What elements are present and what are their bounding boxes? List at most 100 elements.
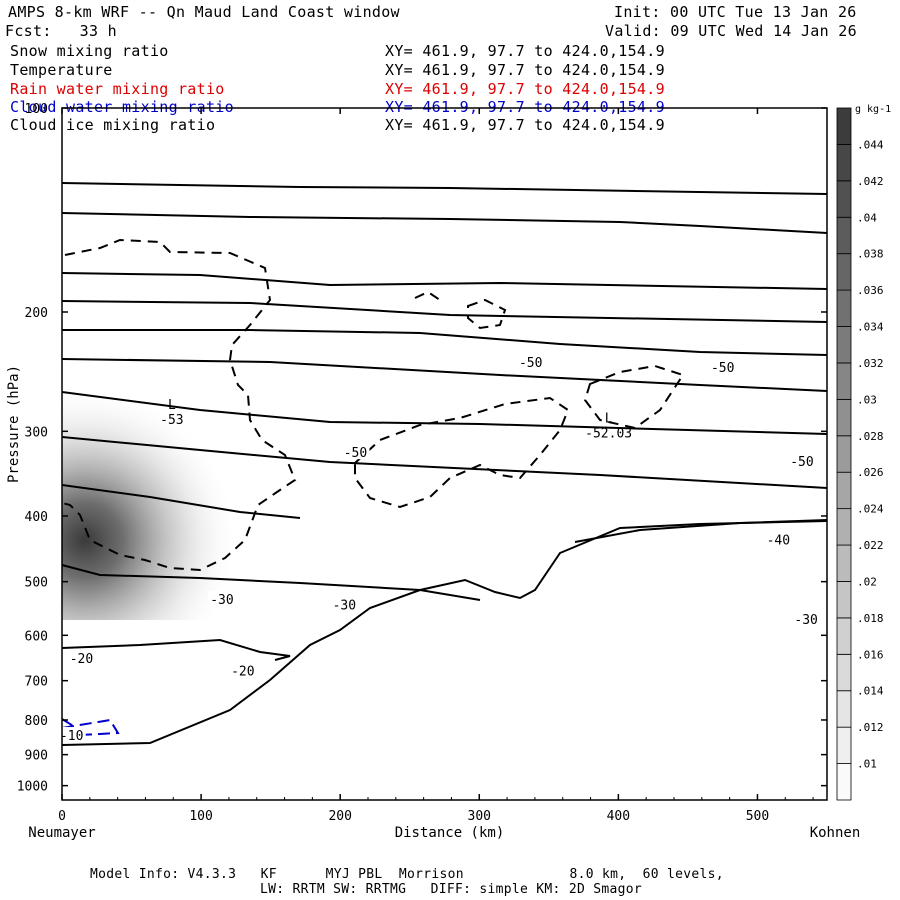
field-name: Temperature: [10, 61, 113, 79]
label-background: [67, 649, 96, 665]
cloud-water-contour: [61, 718, 120, 737]
colorbar-label: .028: [857, 430, 884, 443]
field-xy: XY= 461.9, 97.7 to 424.0,154.9: [385, 80, 665, 98]
label-background: [228, 662, 257, 678]
x-tick-label: 100: [189, 809, 212, 824]
colorbar-swatch: [836, 435, 852, 473]
isotherm-label: -50: [790, 455, 813, 470]
isotherm-label: -30: [210, 593, 233, 608]
y-tick-label: 300: [25, 425, 48, 440]
model-info-line-2: LW: RRTM SW: RRTMG DIFF: simple KM: 2D S…: [260, 882, 642, 897]
isotherm-label: -20: [231, 664, 254, 679]
label-background: [57, 727, 86, 743]
y-tick-label: 500: [25, 576, 48, 591]
label-background: [207, 590, 236, 606]
colorbar-swatch: [836, 653, 852, 692]
colorbar-label: .04: [857, 211, 877, 224]
chart-title: AMPS 8-km WRF -- Qn Maud Land Coast wind…: [8, 3, 400, 21]
colorbar-label: .014: [857, 685, 884, 698]
colorbar-label: .024: [857, 503, 884, 516]
y-tick-label: 700: [25, 675, 48, 690]
colorbar-swatch: [836, 471, 852, 510]
colorbar-label: .022: [857, 539, 884, 552]
colorbar-label: .034: [857, 321, 884, 334]
cloud-ice-contour: [583, 364, 685, 430]
isotherm: [61, 272, 828, 290]
isotherm: [61, 638, 291, 661]
colorbar-swatch: [836, 544, 852, 582]
colorbar-label: .02: [857, 575, 877, 588]
isotherm-label: -30: [794, 613, 817, 628]
colorbar-label: .03: [857, 393, 877, 406]
label-background: [792, 611, 821, 627]
colorbar-swatch: [836, 726, 852, 764]
init-time: Init: 00 UTC Tue 13 Jan 26: [614, 3, 857, 21]
field-xy: XY= 461.9, 97.7 to 424.0,154.9: [385, 42, 665, 60]
colorbar-swatch: [836, 508, 852, 546]
forecast-hour: Fcst: 33 h: [5, 22, 117, 40]
temperature-contours: [61, 182, 828, 746]
label-background: [787, 453, 816, 469]
colorbar-label: .038: [857, 248, 884, 261]
colorbar-swatch: [836, 617, 852, 655]
field-name: Rain water mixing ratio: [10, 80, 225, 98]
cloud-ice-contours: [61, 238, 685, 572]
label-background: [330, 596, 359, 612]
colorbar-swatch: [836, 362, 852, 400]
x-axis-label: Distance (km): [395, 825, 505, 841]
colorbar-swatch: [836, 216, 852, 255]
y-tick-label: 800: [25, 714, 48, 729]
isotherm: [61, 564, 481, 601]
colorbar-swatch: [836, 398, 852, 437]
field-name: Cloud ice mixing ratio: [10, 116, 216, 134]
isotherm-label: -50: [344, 446, 367, 461]
terrain: [61, 520, 828, 746]
isotherm-label: -10: [60, 729, 83, 744]
colorbar-swatch: [836, 690, 852, 728]
colorbar-swatch: [836, 180, 852, 218]
label-background: [708, 358, 737, 374]
right-endpoint-label: Kohnen: [810, 825, 861, 841]
isotherm-label: -50: [519, 356, 542, 371]
field-name: Snow mixing ratio: [10, 42, 169, 60]
y-tick-label: 1000: [17, 780, 48, 795]
axes: 0 100 200 300 400 500 100 200 300 400 500 600 700 800…: [6, 102, 860, 841]
colorbar-label: .01: [857, 758, 877, 771]
colorbar-label: .044: [857, 138, 884, 151]
colorbar-label: .026: [857, 466, 884, 479]
low-value: -52.03: [585, 426, 632, 441]
field-xy: XY= 461.9, 97.7 to 424.0,154.9: [385, 61, 665, 79]
low-marker: L: [605, 411, 613, 426]
cloud-ice-contour: [414, 290, 441, 301]
label-background: [516, 353, 545, 369]
isotherm: [61, 182, 828, 195]
field-xy: XY= 461.9, 97.7 to 424.0,154.9: [385, 116, 665, 134]
low-value: -53: [160, 413, 183, 428]
low-marker: L: [168, 398, 176, 413]
isotherm: [61, 300, 828, 323]
colorbar-swatch: [836, 581, 852, 619]
y-tick-label: 400: [25, 510, 48, 525]
field-xy: XY= 461.9, 97.7 to 424.0,154.9: [385, 98, 665, 116]
y-tick-label: 900: [25, 749, 48, 764]
y-tick-label: 100: [25, 102, 48, 117]
x-tick-label: 200: [328, 809, 351, 824]
label-background: [764, 531, 793, 547]
isotherm: [61, 391, 828, 435]
y-tick-label: 200: [25, 306, 48, 321]
colorbar-label: .036: [857, 284, 884, 297]
colorbar-label: .012: [857, 721, 884, 734]
isotherm: [61, 436, 828, 489]
field-name: Cloud water mixing ratio: [10, 98, 234, 116]
y-axis-label: Pressure (hPa): [6, 365, 22, 483]
contour-labels: -50 -50-50-50-40-30 -30-30-20-20-10L-53 L-5…: [57, 353, 821, 744]
isotherm: [61, 212, 828, 234]
y-tick-label: 600: [25, 629, 48, 644]
colorbar-unit: g kg-1: [855, 104, 891, 115]
x-tick-label: 400: [607, 809, 630, 824]
colorbar-swatch: [836, 326, 852, 364]
colorbar-label: .018: [857, 612, 884, 625]
model-info-line-1: Model Info: V4.3.3 KF MYJ PBL Morrison 8…: [90, 867, 724, 882]
x-tick-label: 300: [468, 809, 491, 824]
